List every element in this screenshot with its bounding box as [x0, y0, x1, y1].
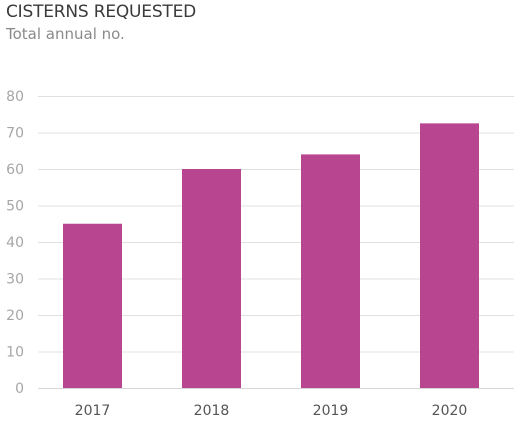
x-tick-label: 2018: [194, 403, 230, 419]
bar-2018: [182, 169, 241, 388]
y-tick-label: 0: [15, 381, 24, 397]
x-tick-label: 2019: [313, 403, 349, 419]
y-tick-label: 70: [6, 126, 24, 142]
x-axis-ticks: 2017 2018 2019 2020: [75, 403, 468, 419]
bar-2019: [301, 154, 360, 388]
x-tick-label: 2020: [432, 403, 468, 419]
x-tick-label: 2017: [75, 403, 111, 419]
y-tick-label: 50: [6, 199, 24, 215]
y-tick-label: 20: [6, 308, 24, 324]
bar-2017: [63, 223, 122, 388]
chart-title: CISTERNS REQUESTED: [6, 2, 197, 22]
bar-2020: [420, 123, 479, 388]
bars: [63, 123, 479, 388]
y-tick-label: 80: [6, 89, 24, 105]
y-tick-label: 10: [6, 345, 24, 361]
y-axis-ticks: 0 10 20 30 40 50 60 70 80: [6, 89, 24, 397]
y-tick-label: 60: [6, 162, 24, 178]
y-tick-label: 30: [6, 272, 24, 288]
chart-subtitle: Total annual no.: [6, 25, 125, 43]
y-tick-label: 40: [6, 235, 24, 251]
